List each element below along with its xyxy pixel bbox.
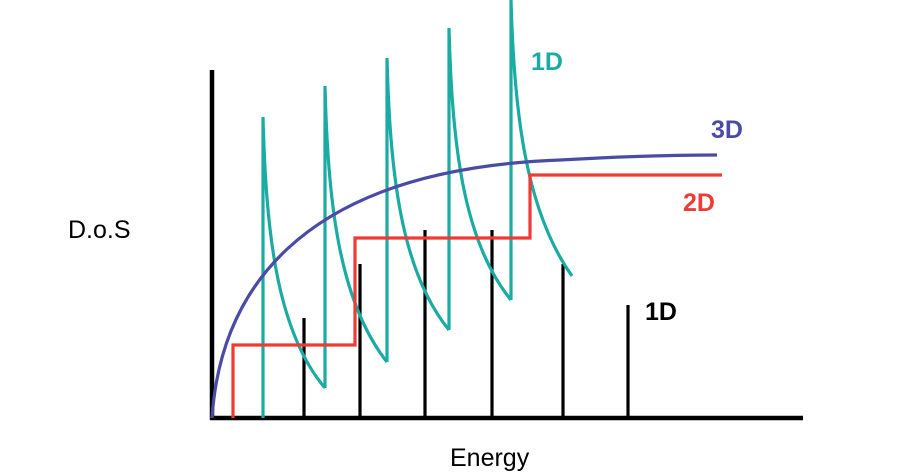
label-3d: 3D <box>711 116 743 144</box>
y-axis-label: D.o.S <box>68 216 131 244</box>
teal-1d-branch <box>447 27 513 330</box>
label-1d-black: 1D <box>645 298 677 326</box>
teal-1d-branch <box>385 57 451 362</box>
label-1d-teal: 1D <box>531 48 563 76</box>
x-axis-label: Energy <box>450 444 530 472</box>
black-spikes <box>302 230 630 418</box>
teal-1d-curves <box>261 0 574 418</box>
teal-1d-branch <box>261 116 327 418</box>
label-2d: 2D <box>683 189 715 217</box>
red-2d-staircase <box>231 173 722 418</box>
teal-1d-branch <box>323 85 389 388</box>
blue-3d-curve <box>210 153 718 419</box>
teal-1d-branch <box>509 0 574 300</box>
